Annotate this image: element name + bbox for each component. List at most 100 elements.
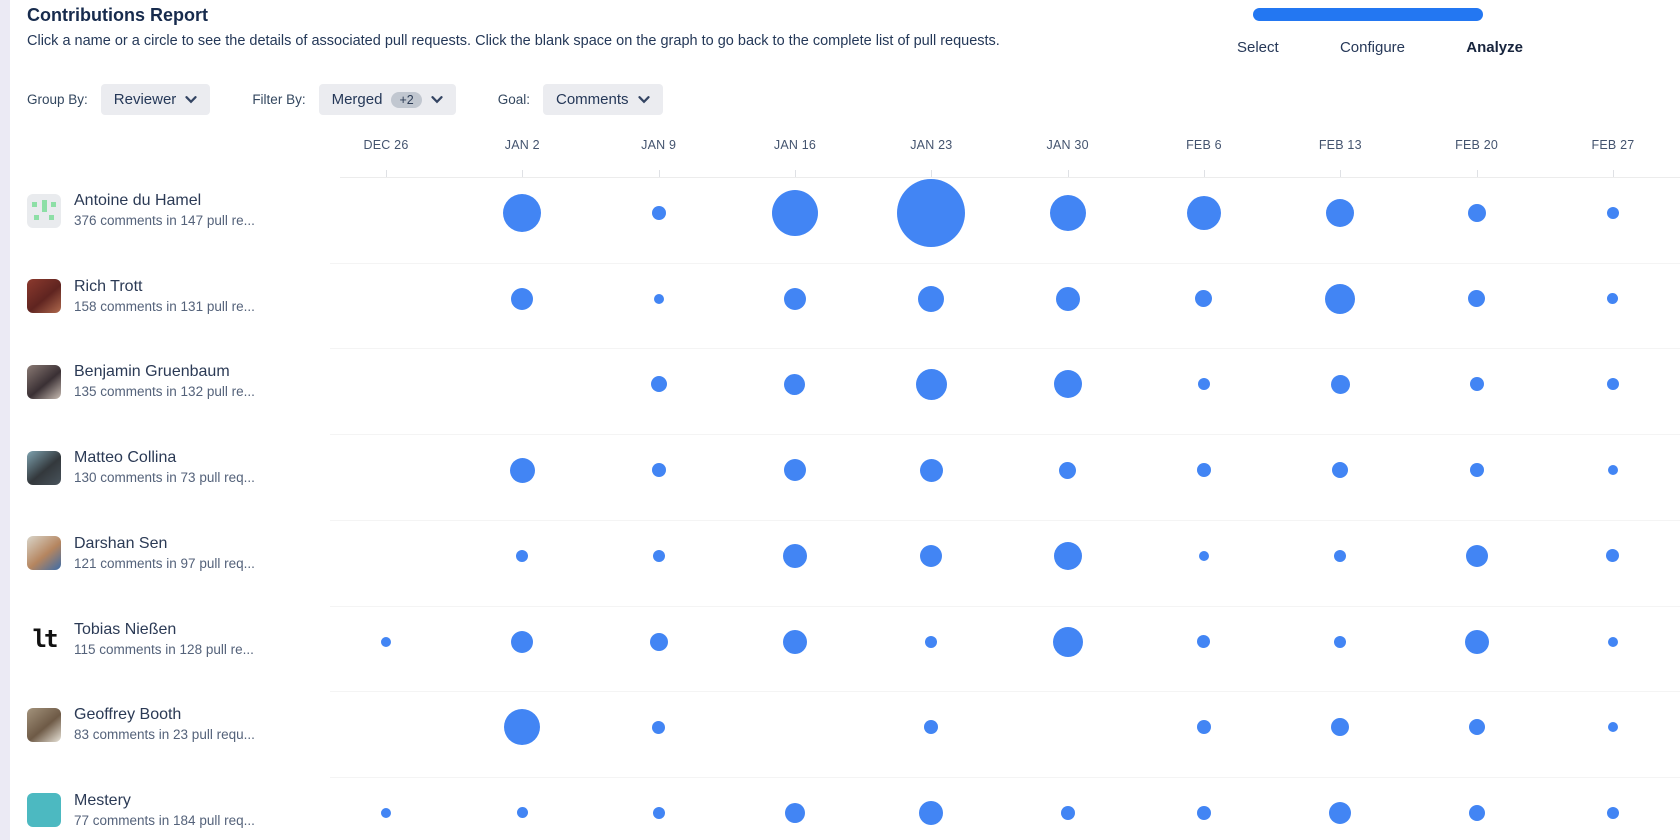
bubble[interactable] [652, 806, 665, 819]
group-by-dropdown[interactable]: Reviewer [100, 84, 211, 115]
bubble[interactable] [771, 190, 818, 236]
avatar[interactable] [27, 793, 61, 828]
filter-by-dropdown[interactable]: Merged +2 [318, 84, 456, 115]
bubble[interactable] [1196, 720, 1211, 735]
avatar[interactable] [27, 279, 61, 314]
bubble[interactable] [918, 285, 945, 312]
bubble[interactable] [783, 287, 806, 310]
bubble[interactable] [1468, 804, 1485, 821]
person-name[interactable]: Darshan Sen [74, 534, 168, 552]
bubble[interactable] [1606, 549, 1620, 563]
bubble[interactable] [1607, 636, 1618, 647]
bubble[interactable] [1468, 290, 1486, 308]
bubble[interactable] [1469, 463, 1484, 478]
bubble[interactable] [915, 368, 947, 400]
person-info: Matteo Collina 130 comments in 73 pull re… [74, 448, 255, 487]
bubble[interactable] [1195, 290, 1213, 308]
bubble[interactable] [1468, 719, 1485, 736]
bubble[interactable] [652, 549, 665, 562]
bubble[interactable] [1197, 378, 1210, 391]
bubble[interactable] [651, 206, 666, 220]
person-name[interactable]: Geoffrey Booth [74, 706, 182, 724]
person-name[interactable]: Benjamin Gruenbaum [74, 363, 230, 381]
person-row: Darshan Sen 121 comments in 97 pull req..… [27, 534, 255, 573]
bubble[interactable] [1467, 204, 1486, 222]
bubble[interactable] [1325, 283, 1356, 314]
bubble[interactable] [1465, 544, 1488, 567]
bubble[interactable] [924, 720, 939, 735]
stepper-step-configure[interactable]: Configure [1339, 39, 1406, 56]
avatar[interactable] [27, 193, 61, 228]
person-name[interactable]: Tobias Nießen [74, 620, 177, 638]
bubble[interactable] [919, 800, 944, 825]
bubble[interactable] [651, 463, 666, 478]
bubble[interactable] [783, 459, 806, 482]
bubble[interactable] [1330, 374, 1350, 394]
grid-line [330, 777, 1680, 778]
person-name[interactable]: Mestery [74, 791, 131, 809]
bubble[interactable] [920, 544, 943, 567]
bubble[interactable] [1331, 718, 1350, 737]
avatar[interactable] [27, 450, 61, 485]
bubble[interactable] [1607, 465, 1618, 476]
avatar[interactable] [27, 536, 61, 571]
bubble[interactable] [1469, 377, 1484, 392]
bubble[interactable] [649, 632, 668, 651]
bubble[interactable] [1606, 378, 1619, 391]
bubble[interactable] [1607, 722, 1618, 733]
bubble[interactable] [925, 635, 938, 648]
bubble[interactable] [653, 293, 664, 304]
bubble[interactable] [1332, 462, 1349, 479]
bubble[interactable] [511, 630, 534, 653]
avatar[interactable] [27, 364, 61, 399]
avatar[interactable] [27, 707, 61, 742]
bubble[interactable] [784, 802, 805, 823]
bubble[interactable] [1055, 286, 1080, 311]
bubble[interactable] [1053, 370, 1082, 399]
bubble[interactable] [1196, 805, 1211, 820]
bubble[interactable] [516, 807, 528, 819]
bubble[interactable] [1329, 801, 1352, 824]
bubble[interactable] [1606, 207, 1619, 219]
bubble[interactable] [504, 709, 541, 746]
bubble[interactable] [511, 287, 534, 310]
bubble[interactable] [1197, 635, 1211, 648]
bubble[interactable] [509, 457, 535, 483]
bubble[interactable] [1186, 196, 1221, 230]
bubble[interactable] [1464, 629, 1489, 654]
bubble[interactable] [1198, 550, 1209, 561]
person-name[interactable]: Antoine du Hamel [74, 192, 202, 209]
bubble[interactable] [919, 458, 943, 482]
person-name[interactable]: Rich Trott [74, 277, 143, 295]
chart-canvas[interactable]: DEC 26 JAN 2 JAN 9 JAN 16 JAN 23 JAN 30 FEB 6 F… [0, 120, 1680, 840]
bubble[interactable] [782, 629, 807, 654]
avatar[interactable]: lt [27, 622, 61, 656]
bubble[interactable] [1334, 635, 1347, 648]
bubble[interactable] [1326, 199, 1355, 227]
stepper-progress-bar [1253, 8, 1483, 21]
bubble[interactable] [1606, 806, 1619, 819]
bubble[interactable] [1052, 626, 1083, 657]
stepper-step-select[interactable]: Select [1237, 39, 1279, 56]
bubble[interactable] [652, 720, 666, 734]
bubble[interactable] [1607, 293, 1619, 305]
bubble[interactable] [516, 549, 529, 562]
bubble[interactable] [1196, 463, 1211, 478]
bubble[interactable] [650, 376, 667, 393]
bubble[interactable] [1060, 805, 1075, 820]
stepper-step-analyze[interactable]: Analyze [1466, 39, 1523, 56]
bubble[interactable] [503, 194, 542, 232]
bubble[interactable] [1059, 461, 1077, 479]
bubble[interactable] [784, 373, 806, 395]
bubble[interactable] [1049, 195, 1086, 231]
person-name[interactable]: Matteo Collina [74, 449, 177, 467]
bubble[interactable] [1053, 541, 1082, 570]
goal-dropdown[interactable]: Comments [542, 84, 663, 115]
chart-top-axis [340, 177, 1680, 178]
bubble[interactable] [897, 179, 966, 247]
bubble[interactable] [1334, 549, 1347, 562]
bubble[interactable] [381, 636, 391, 647]
bubble[interactable] [381, 807, 391, 818]
bubble[interactable] [782, 543, 807, 568]
